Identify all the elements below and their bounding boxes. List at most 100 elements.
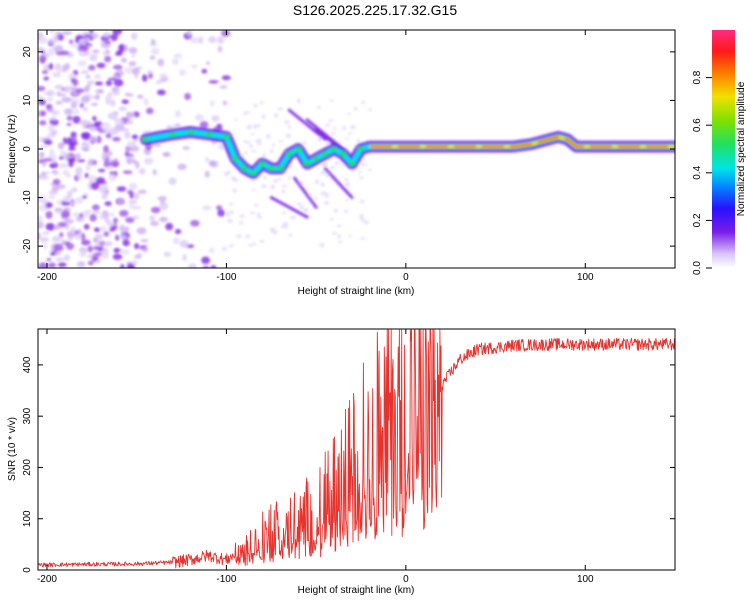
noise-blob	[128, 182, 138, 190]
noise-blob	[54, 251, 62, 256]
noise-blob	[57, 262, 67, 268]
noise-blob	[290, 215, 296, 220]
ridge-red	[370, 136, 675, 148]
noise-blob	[245, 234, 251, 239]
noise-blob	[85, 51, 91, 56]
noise-blob	[52, 224, 61, 230]
noise-blob	[64, 254, 71, 262]
noise-blob	[75, 166, 83, 175]
noise-blob	[38, 232, 41, 240]
noise-blob	[330, 166, 334, 169]
noise-blob	[104, 95, 112, 101]
noise-blob	[62, 137, 68, 145]
noise-blob	[103, 145, 109, 153]
noise-blob	[221, 75, 231, 81]
snr-x-label: Height of straight line (km)	[298, 585, 415, 596]
noise-blob	[101, 152, 108, 160]
noise-blob	[38, 145, 48, 149]
noise-blob	[127, 190, 134, 195]
noise-blob	[303, 207, 309, 213]
noise-blob	[271, 143, 275, 147]
snr-y-label: SNR (10 * v/v)	[7, 417, 18, 481]
noise-blob	[198, 36, 204, 44]
noise-blob	[88, 175, 97, 183]
noise-blob	[215, 205, 223, 211]
noise-blob	[353, 107, 358, 111]
noise-blob	[128, 47, 138, 54]
noise-blob	[158, 216, 168, 223]
noise-blob	[359, 237, 366, 240]
noise-blob	[94, 235, 101, 242]
noise-blob	[221, 30, 231, 37]
noise-blob	[38, 199, 46, 204]
noise-blob	[126, 263, 135, 268]
noise-blob	[278, 140, 284, 143]
noise-blob	[157, 195, 167, 202]
noise-blob	[111, 91, 121, 96]
noise-blob	[118, 198, 123, 205]
noise-blob	[150, 206, 161, 214]
noise-blob	[321, 163, 328, 167]
colorbar-tick-label: 0.4	[692, 165, 703, 179]
noise-blob	[112, 217, 118, 224]
noise-blob	[52, 71, 61, 78]
noise-blob	[75, 88, 85, 94]
noise-blob	[46, 132, 56, 139]
noise-blob	[104, 201, 112, 206]
noise-blob	[137, 189, 147, 194]
ridge-peak	[142, 136, 150, 142]
noise-blob	[100, 253, 110, 260]
noise-blob	[62, 30, 72, 36]
noise-blob	[93, 245, 99, 251]
noise-blob	[118, 106, 127, 112]
signal-streak	[269, 196, 309, 219]
noise-blob	[76, 261, 86, 268]
noise-blob	[71, 212, 81, 217]
noise-blob	[66, 137, 72, 146]
noise-blob	[112, 136, 121, 142]
noise-blob	[108, 212, 116, 217]
x-tick-label: -100	[216, 272, 236, 283]
noise-blob	[132, 259, 138, 266]
x-tick-label: -200	[37, 574, 57, 585]
colorbar: 0.0 0.2 0.4 0.6 0.8 Normalized spectral ampl…	[692, 30, 747, 275]
noise-blob	[87, 260, 94, 266]
noise-blob	[70, 44, 79, 48]
noise-blob	[205, 61, 211, 65]
noise-blob	[274, 113, 279, 119]
noise-blob	[93, 227, 101, 233]
noise-blob	[60, 210, 71, 218]
noise-blob	[159, 202, 169, 211]
noise-blob	[249, 144, 253, 147]
noise-blob	[66, 122, 72, 126]
noise-blob	[239, 214, 245, 219]
noise-blob	[73, 109, 80, 115]
noise-blob	[127, 157, 132, 165]
noise-blob	[56, 237, 64, 242]
noise-blob	[165, 222, 174, 231]
noise-blob	[173, 53, 183, 59]
noise-blob	[101, 122, 111, 130]
noise-blob	[105, 80, 113, 86]
noise-blob	[262, 153, 266, 158]
x-tick-label: 0	[403, 574, 409, 585]
snr-panel: -200 -100 0 100 0 100 200 300 400 Height of str…	[7, 328, 676, 596]
y-tick-label: 200	[22, 459, 33, 476]
noise-blob	[109, 127, 119, 135]
noise-blob	[53, 243, 64, 252]
noise-blob	[127, 140, 137, 149]
colorbar-ticks: 0.0 0.2 0.4 0.6 0.8	[692, 70, 712, 275]
noise-blob	[71, 187, 78, 193]
noise-blob	[209, 100, 215, 107]
noise-blob	[333, 208, 338, 213]
noise-blob	[285, 133, 292, 138]
noise-blob	[66, 190, 73, 199]
noise-blob	[109, 99, 116, 104]
y-tick-label: 0	[22, 567, 33, 573]
noise-blob	[299, 205, 304, 210]
noise-blob	[80, 70, 90, 75]
noise-blob	[48, 107, 54, 113]
noise-blob	[94, 81, 104, 86]
noise-blob	[269, 229, 275, 232]
